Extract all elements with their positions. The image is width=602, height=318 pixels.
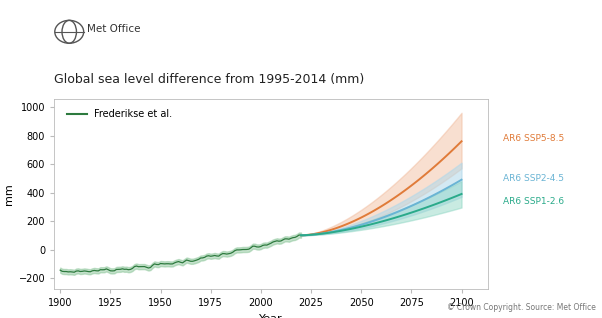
Y-axis label: mm: mm (4, 183, 14, 205)
Text: AR6 SSP1-2.6: AR6 SSP1-2.6 (503, 197, 564, 206)
Text: Global sea level difference from 1995-2014 (mm): Global sea level difference from 1995-20… (54, 73, 364, 86)
Text: AR6 SSP2-4.5: AR6 SSP2-4.5 (503, 174, 563, 183)
Text: © Crown Copyright. Source: Met Office: © Crown Copyright. Source: Met Office (447, 303, 596, 312)
Text: Met Office: Met Office (87, 24, 141, 34)
X-axis label: Year: Year (259, 314, 283, 318)
Text: AR6 SSP5-8.5: AR6 SSP5-8.5 (503, 134, 564, 142)
Legend: Frederikse et al.: Frederikse et al. (63, 105, 176, 123)
